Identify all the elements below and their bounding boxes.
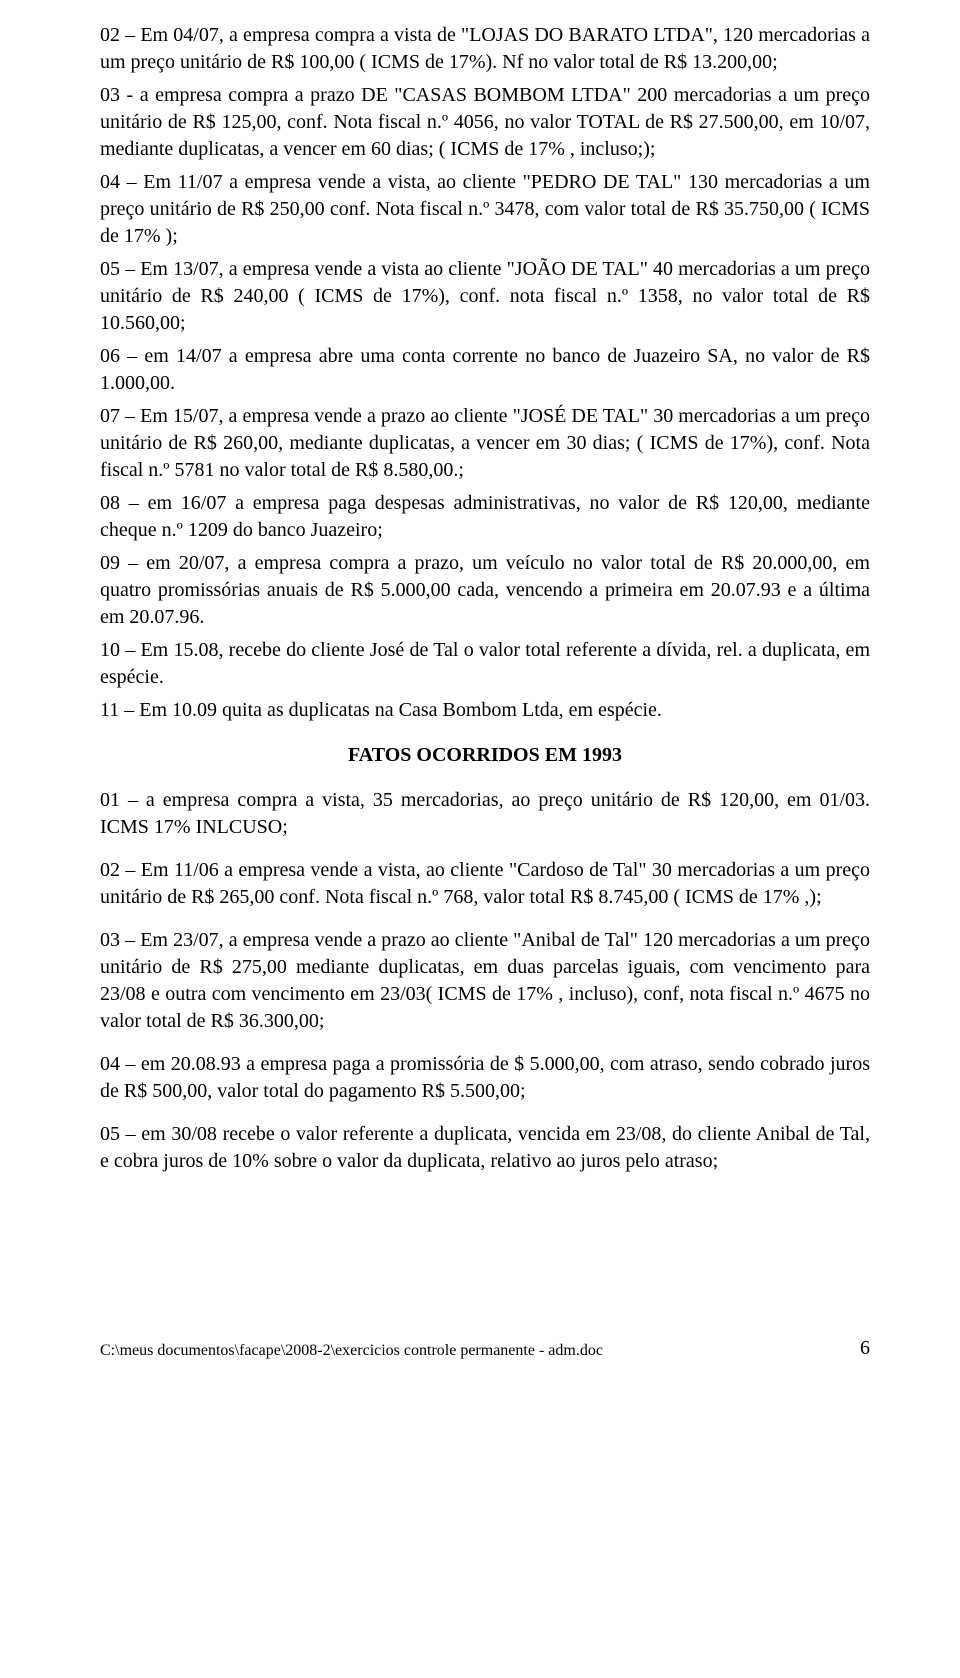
paragraph-02: 02 – Em 04/07, a empresa compra a vista … — [100, 22, 870, 76]
paragraph-1993-02: 02 – Em 11/06 a empresa vende a vista, a… — [100, 857, 870, 911]
footer-path: C:\meus documentos\facape\2008-2\exercic… — [100, 1340, 603, 1362]
spacer — [100, 847, 870, 857]
paragraph-1993-01: 01 – a empresa compra a vista, 35 mercad… — [100, 787, 870, 841]
paragraph-07: 07 – Em 15/07, a empresa vende a prazo a… — [100, 403, 870, 484]
paragraph-1993-05: 05 – em 30/08 recebe o valor referente a… — [100, 1121, 870, 1175]
spacer — [100, 1111, 870, 1121]
paragraph-08: 08 – em 16/07 a empresa paga despesas ad… — [100, 490, 870, 544]
paragraph-1993-04: 04 – em 20.08.93 a empresa paga a promis… — [100, 1051, 870, 1105]
paragraph-04: 04 – Em 11/07 a empresa vende a vista, a… — [100, 169, 870, 250]
paragraph-06: 06 – em 14/07 a empresa abre uma conta c… — [100, 343, 870, 397]
page-footer: C:\meus documentos\facape\2008-2\exercic… — [100, 1335, 870, 1362]
paragraph-1993-03: 03 – Em 23/07, a empresa vende a prazo a… — [100, 927, 870, 1035]
paragraph-03: 03 - a empresa compra a prazo DE "CASAS … — [100, 82, 870, 163]
spacer — [100, 1041, 870, 1051]
section-heading-1993: FATOS OCORRIDOS EM 1993 — [100, 742, 870, 769]
paragraph-10: 10 – Em 15.08, recebe do cliente José de… — [100, 637, 870, 691]
paragraph-09: 09 – em 20/07, a empresa compra a prazo,… — [100, 550, 870, 631]
paragraph-11: 11 – Em 10.09 quita as duplicatas na Cas… — [100, 697, 870, 724]
page-number: 6 — [860, 1335, 870, 1362]
spacer — [100, 917, 870, 927]
paragraph-05: 05 – Em 13/07, a empresa vende a vista a… — [100, 256, 870, 337]
